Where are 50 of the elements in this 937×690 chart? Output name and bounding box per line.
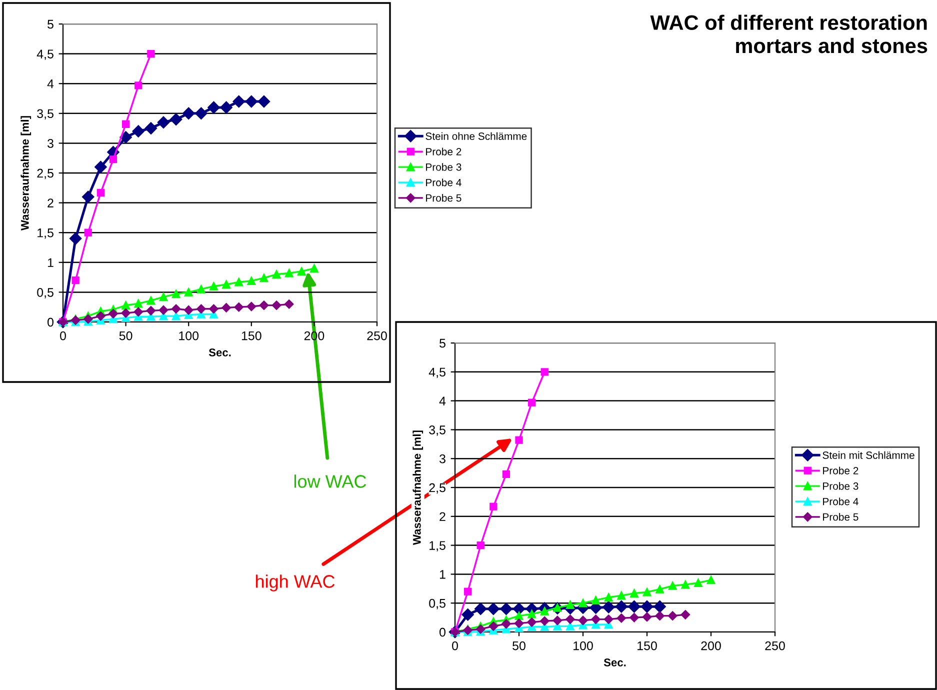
x-tick-label: 0 [60, 331, 66, 340]
x-tick-label: 50 [119, 331, 132, 340]
y-tick-label: 1,5 [430, 541, 446, 552]
annotation: low WAC [294, 474, 366, 488]
y-tick-label: 3 [48, 139, 54, 148]
y-tick-label: 2 [48, 198, 54, 208]
legend-label: Probe 2 [426, 148, 462, 156]
x-tick-label: 100 [574, 641, 593, 650]
x-tick-label: 150 [638, 641, 657, 650]
y-tick-label: 2,5 [37, 168, 54, 180]
y-tick-label: 0,5 [37, 288, 54, 298]
legend-label: Stein ohne Schlämme [426, 132, 527, 140]
annotation: high WAC [256, 574, 335, 592]
y-tick-label: 4 [47, 80, 54, 88]
y-tick-label: 3,5 [37, 109, 54, 120]
legend-label: Stein mit Schlämme [822, 451, 914, 459]
x-axis-title: Sec. [208, 348, 231, 356]
legend-label: Probe 4 [823, 498, 858, 506]
text: WAC of different restoration mortars and stones [650, 14, 928, 54]
legend-label: Probe 2 [823, 466, 858, 474]
y-tick-label: 0,5 [429, 598, 446, 610]
y-tick-label: 2,5 [429, 483, 446, 494]
y-tick-label: 5 [48, 20, 54, 29]
y-tick-label: 2 [440, 512, 446, 521]
legend-label: Probe 3 [426, 163, 462, 171]
x-tick-label: 100 [179, 331, 199, 340]
x-tick-label: 250 [765, 641, 785, 650]
legend-label: Probe 5 [823, 513, 858, 521]
legend-label: Probe 4 [426, 178, 462, 186]
y-tick-label: 1 [440, 570, 446, 579]
y-tick-label: 5 [440, 338, 446, 348]
x-tick-label: 200 [701, 641, 721, 650]
y-tick-label: 0 [440, 628, 446, 637]
y-tick-label: 1 [48, 258, 54, 267]
y-axis-title: Wasseraufnahme [ml] [20, 116, 32, 231]
y-tick-label: 4 [439, 396, 446, 406]
y-tick-label: 0 [48, 318, 54, 327]
y-tick-label: 4,5 [428, 368, 446, 378]
x-tick-label: 250 [367, 331, 387, 340]
y-tick-label: 4,5 [36, 50, 54, 60]
legend-label: Probe 5 [426, 194, 462, 202]
y-axis-title: Wasseraufnahme [ml] [412, 430, 424, 546]
x-tick-label: 150 [242, 331, 262, 340]
y-tick-label: 1,5 [38, 228, 54, 239]
x-tick-label: 50 [512, 641, 526, 650]
y-tick-label: 3,5 [429, 426, 446, 436]
x-axis-title: Sec. [604, 658, 626, 666]
legend-label: Probe 3 [823, 482, 858, 490]
y-tick-label: 3 [440, 454, 446, 464]
x-tick-label: 0 [452, 641, 458, 650]
